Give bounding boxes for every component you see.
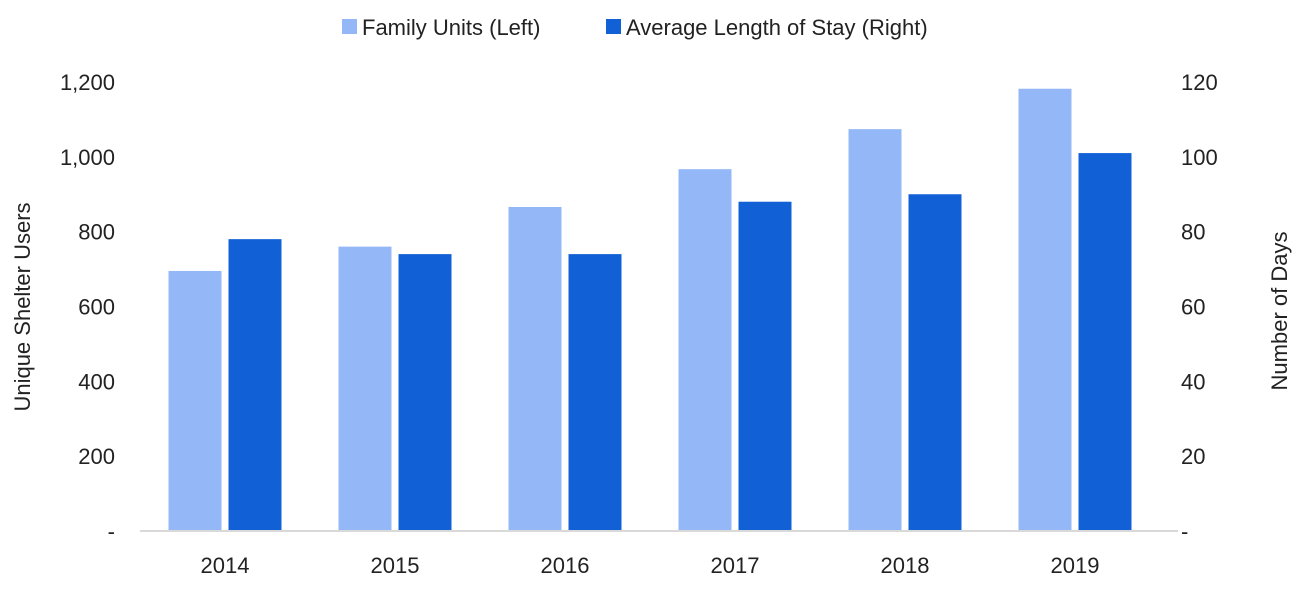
legend-swatch-average-length-of-stay [606, 19, 621, 34]
y-axis-left-ticks: - 200 400 600 800 1,000 1,200 [60, 70, 115, 544]
bar-family-units-2014 [168, 270, 222, 531]
bar-average-length-of-stay-2014 [228, 239, 282, 531]
bars [168, 88, 1132, 532]
y-tick-left: 800 [78, 220, 115, 245]
y-tick-right: 40 [1181, 369, 1205, 394]
bar-family-units-2015 [338, 246, 392, 531]
bar-family-units-2017 [678, 169, 732, 531]
y-tick-left: 1,200 [60, 70, 115, 95]
legend: Family Units (Left) Average Length of St… [342, 15, 928, 40]
y-tick-right: 20 [1181, 444, 1205, 469]
x-tick-label: 2016 [541, 553, 590, 578]
x-tick-label: 2017 [711, 553, 760, 578]
legend-label-family-units: Family Units (Left) [362, 15, 540, 40]
bar-family-units-2018 [848, 129, 902, 531]
y-tick-left: 1,000 [60, 145, 115, 170]
y-tick-right: 120 [1181, 70, 1218, 95]
bar-family-units-2019 [1018, 88, 1072, 532]
y-tick-left: 400 [78, 369, 115, 394]
x-tick-label: 2019 [1051, 553, 1100, 578]
y-tick-right: 60 [1181, 295, 1205, 320]
y-axis-right-ticks: - 20 40 60 80 100 120 [1181, 70, 1218, 544]
y-tick-left: 600 [78, 295, 115, 320]
bar-average-length-of-stay-2016 [568, 254, 622, 531]
x-tick-label: 2014 [201, 553, 250, 578]
legend-label-average-length-of-stay: Average Length of Stay (Right) [626, 15, 928, 40]
x-tick-label: 2018 [881, 553, 930, 578]
x-tick-label: 2015 [371, 553, 420, 578]
legend-swatch-family-units [342, 19, 357, 34]
x-axis-ticks: 2014 2015 2016 2017 2018 2019 [201, 553, 1100, 578]
bar-average-length-of-stay-2017 [738, 201, 792, 531]
y-tick-right: 100 [1181, 145, 1218, 170]
y-axis-right-title: Number of Days [1267, 232, 1292, 391]
y-tick-right: - [1181, 519, 1188, 544]
y-tick-left: 200 [78, 444, 115, 469]
bar-average-length-of-stay-2015 [398, 254, 452, 531]
y-tick-right: 80 [1181, 220, 1205, 245]
y-tick-left: - [108, 519, 115, 544]
bar-family-units-2016 [508, 206, 562, 531]
y-axis-left-title: Unique Shelter Users [10, 202, 35, 411]
bar-average-length-of-stay-2019 [1078, 153, 1132, 531]
bar-average-length-of-stay-2018 [908, 194, 962, 531]
